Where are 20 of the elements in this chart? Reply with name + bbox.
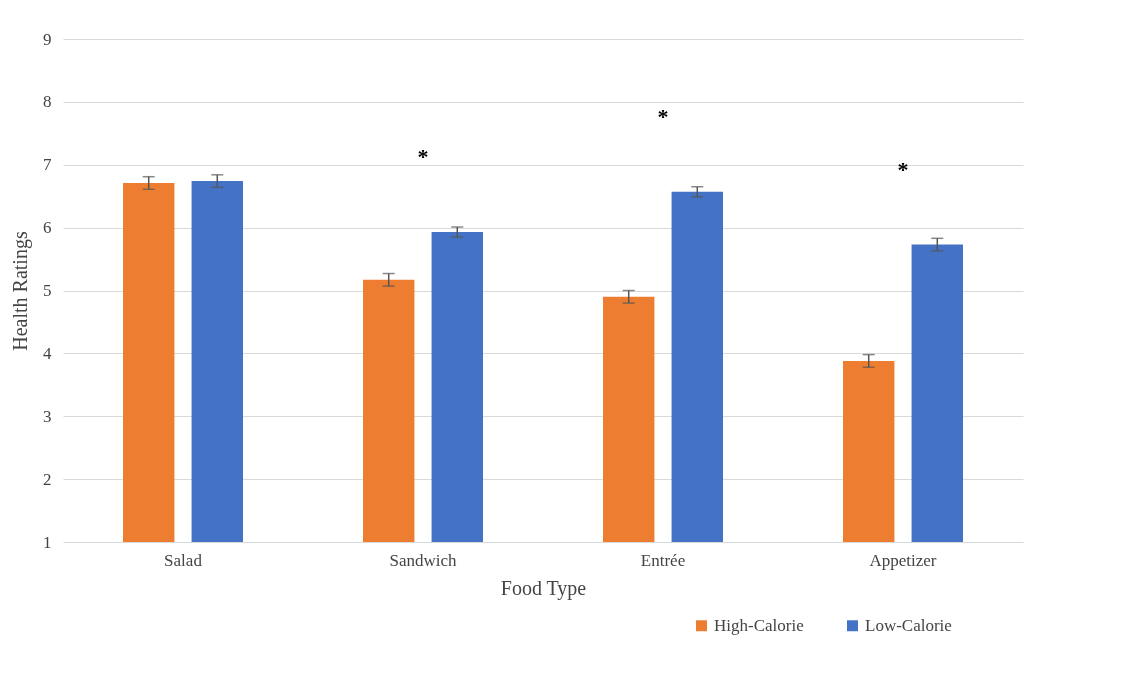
x-tick-label: Salad [164, 550, 203, 570]
legend-label: High-Calorie [714, 615, 804, 635]
y-tick-label: 7 [43, 155, 52, 175]
annotation: * [417, 144, 429, 170]
y-tick-label: 8 [43, 92, 52, 112]
y-tick-label: 5 [43, 281, 52, 300]
y-tick-label: 3 [43, 406, 52, 426]
x-axis-title: Food Type [500, 576, 587, 600]
legend-label: Low-Calorie [865, 615, 952, 635]
y-tick-label: 6 [43, 218, 52, 238]
y-tick-label: 2 [43, 469, 52, 489]
annotation: * [657, 103, 669, 129]
annotation: * [897, 156, 909, 182]
y-axis-title: Health Ratings [9, 231, 32, 351]
y-tick-label: 4 [43, 343, 52, 363]
y-tick-label: 1 [43, 532, 52, 552]
y-tick-label: 9 [43, 29, 52, 49]
x-tick-label: Appetizer [869, 550, 937, 570]
x-tick-label: Sandwich [389, 550, 458, 570]
x-tick-label: Entrée [640, 550, 686, 570]
